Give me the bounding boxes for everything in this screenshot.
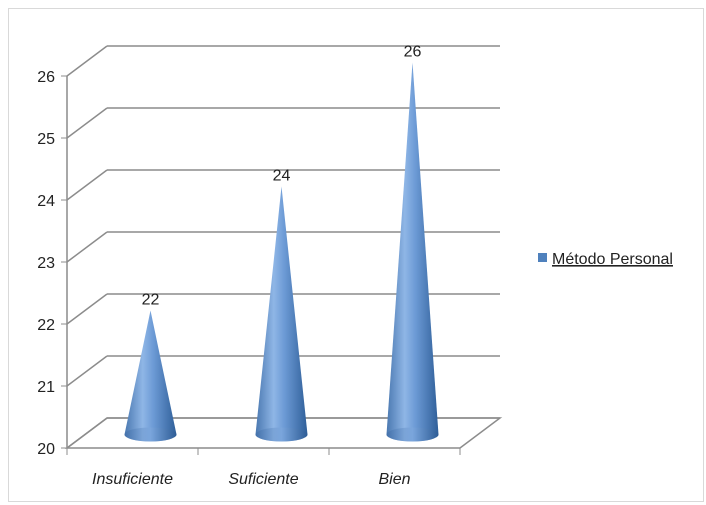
x-category-label: Insuficiente	[92, 471, 173, 488]
gridline-side	[66, 45, 108, 77]
data-label: 26	[404, 44, 422, 61]
data-label: 24	[273, 168, 291, 185]
legend-swatch	[538, 253, 547, 262]
cone-base	[124, 427, 177, 442]
cone-body	[124, 310, 177, 442]
y-tick-label: 25	[37, 131, 55, 148]
y-tick-label: 24	[37, 193, 55, 210]
chart-frame	[8, 8, 704, 502]
y-tick-label: 22	[37, 317, 55, 334]
legend-label: Método Personal	[552, 251, 673, 268]
cones	[124, 62, 439, 442]
gridline-side	[66, 293, 108, 325]
cone-base	[386, 427, 439, 442]
gridline-side	[66, 107, 108, 139]
data-label: 22	[142, 292, 160, 309]
labels: 20 21 22 23 24 25 26 22 Insuficiente 24 Suficiente…	[37, 44, 421, 489]
gridline-side	[66, 169, 108, 201]
axes	[61, 75, 503, 455]
y-tick-label: 26	[37, 69, 55, 86]
y-tick-label: 21	[37, 379, 55, 396]
cone-base	[255, 427, 308, 442]
x-category-label: Bien	[378, 471, 410, 488]
gridline-side	[66, 355, 108, 387]
y-tick-label: 23	[37, 255, 55, 272]
legend: Método Personal	[538, 251, 673, 268]
cone-bien	[386, 62, 439, 442]
x-category-label: Suficiente	[228, 471, 298, 488]
gridline-side	[66, 231, 108, 263]
y-tick-label: 20	[37, 441, 55, 458]
cone-suficiente	[255, 186, 308, 442]
cone-body	[386, 62, 439, 442]
cone-body	[255, 186, 308, 442]
cone-insuficiente	[124, 310, 177, 442]
